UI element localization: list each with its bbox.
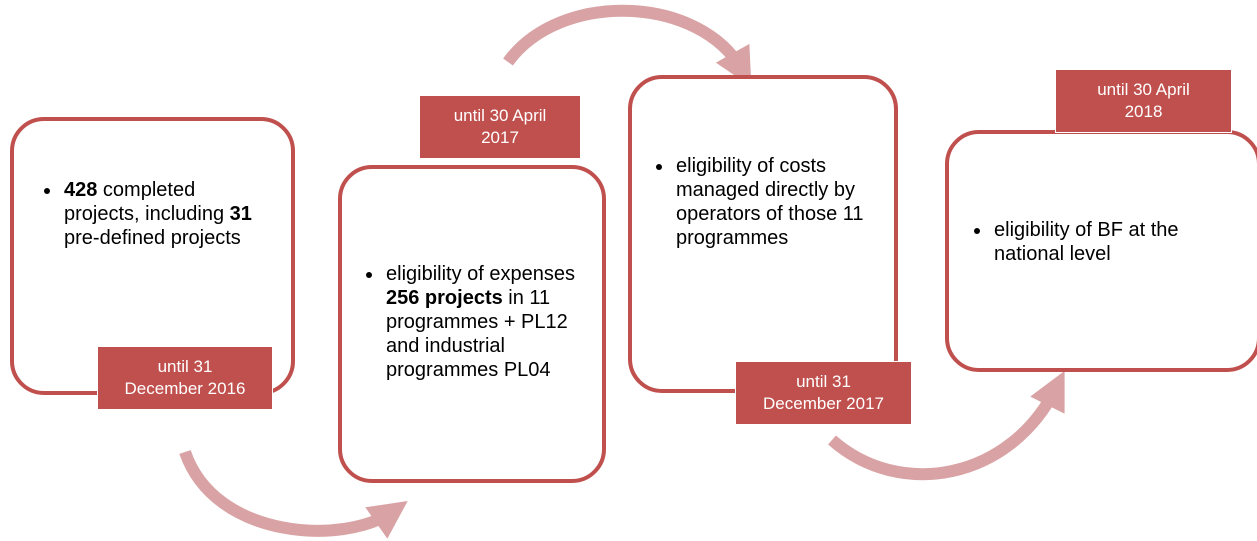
bullet-item: 428 completed projects, including 31 pre… [62,178,273,250]
stage-text: eligibility of costs managed directly by… [660,154,875,250]
date-label: until 30 April 2017 [419,95,581,159]
stage-text: 428 completed projects, including 31 pre… [48,178,273,250]
bullet-list: eligibility of costs managed directly by… [660,154,875,250]
text-run: eligibility of costs managed directly by… [676,155,864,249]
bullet-list: 428 completed projects, including 31 pre… [48,178,273,250]
text-run: completed projects, including [64,179,230,225]
text-run: eligibility of BF at the national level [994,219,1179,265]
bold-text: 428 [64,179,98,201]
bold-text: 31 [229,203,252,225]
arrow [503,4,752,87]
date-label: until 31 December 2016 [97,346,273,410]
bullet-item: eligibility of expenses 256 projects in … [384,262,580,382]
stage-box [628,75,898,393]
stage-text: eligibility of expenses 256 projects in … [370,262,580,382]
stage-text: eligibility of BF at the national level [978,218,1243,266]
arrow [828,370,1065,481]
text-run: eligibility of expenses [386,263,575,285]
date-label: until 30 April 2018 [1055,69,1232,133]
stage-box [945,130,1257,372]
bullet-list: eligibility of expenses 256 projects in … [370,262,580,382]
text-run: in 11 programmes + PL12 and industrial p… [386,287,568,381]
bullet-list: eligibility of BF at the national level [978,218,1243,266]
bullet-item: eligibility of costs managed directly by… [674,154,875,250]
date-label: until 31 December 2017 [735,361,912,425]
stage-box [338,165,606,483]
arrow [179,449,408,539]
bullet-item: eligibility of BF at the national level [992,218,1243,266]
bold-text: 256 projects [386,287,503,309]
text-run: pre-defined projects [64,227,241,249]
